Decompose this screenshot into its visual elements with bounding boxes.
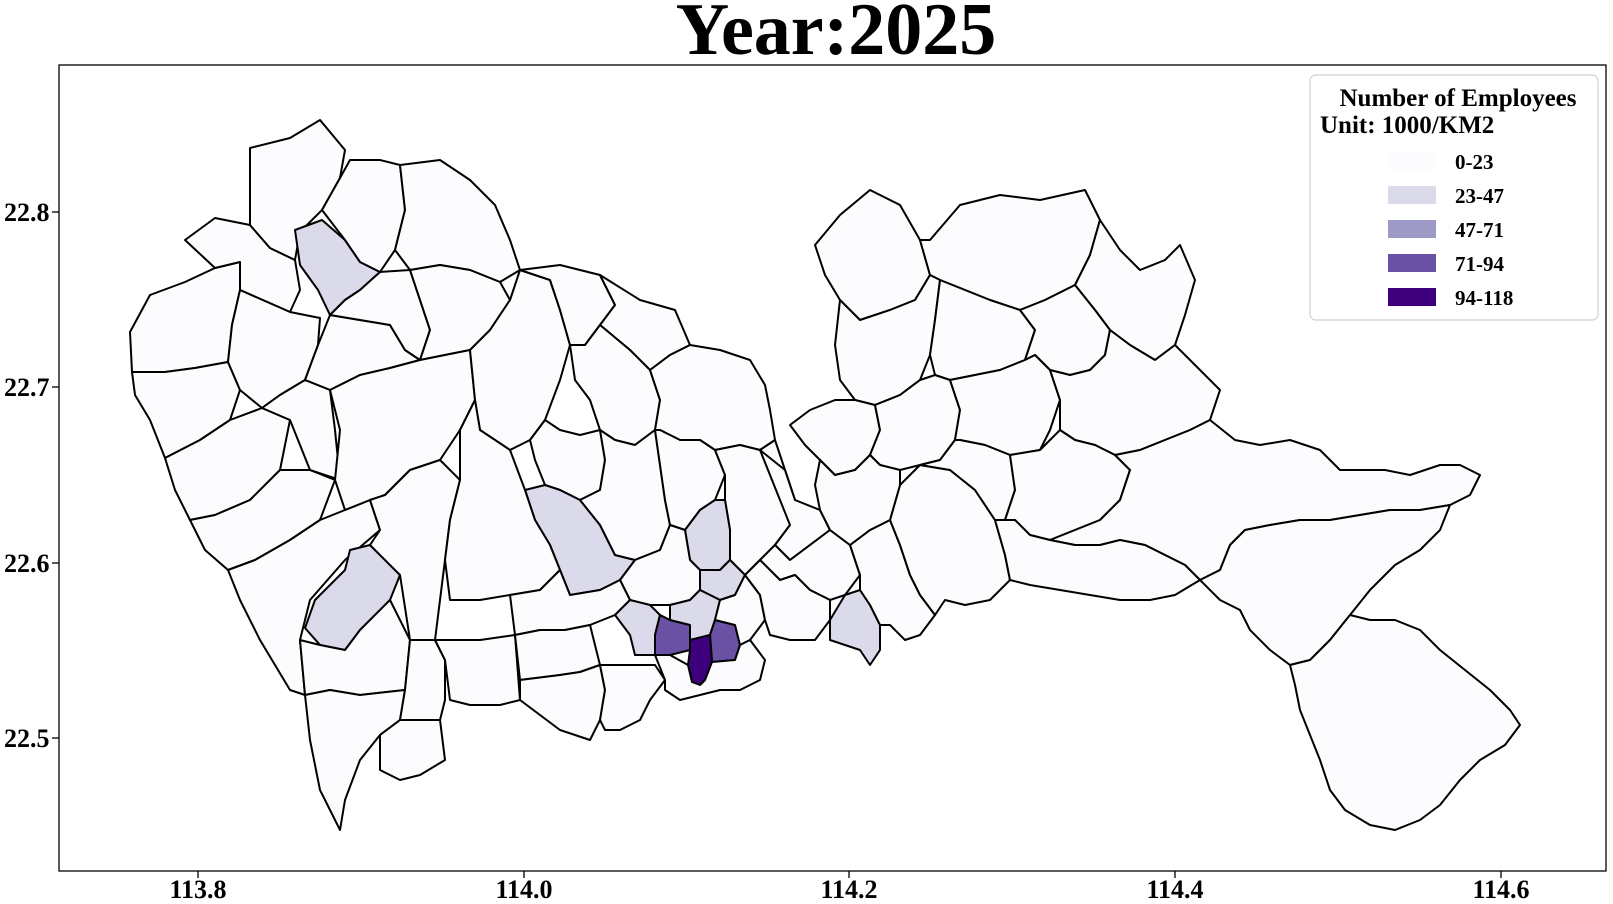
legend-swatch: [1388, 220, 1436, 238]
district-region: [714, 574, 766, 646]
district-region: [1199, 504, 1451, 666]
y-tick-label: 22.5: [4, 724, 50, 753]
x-tick-label: 114.4: [1146, 875, 1203, 904]
district-region: [814, 454, 901, 546]
x-axis: 113.8 114.0 114.2 114.4 114.6: [169, 871, 1530, 904]
legend-subtitle: Unit: 1000/KM2: [1320, 112, 1494, 139]
y-tick-label: 22.8: [4, 198, 50, 227]
district-region: [994, 519, 1201, 601]
legend-swatch: [1388, 288, 1436, 306]
legend-label: 71-94: [1455, 252, 1504, 276]
legend-label: 47-71: [1455, 218, 1504, 242]
y-tick-label: 22.6: [4, 549, 50, 578]
y-axis: 22.8 22.7 22.6 22.5: [4, 198, 59, 753]
legend-label: 23-47: [1455, 184, 1504, 208]
legend: Number of Employees Unit: 1000/KM2 0-23 …: [1309, 74, 1599, 321]
x-tick-label: 114.0: [495, 875, 552, 904]
district-region: [654, 639, 766, 701]
district-region: [379, 719, 446, 781]
district-layer: [129, 119, 1521, 831]
x-tick-label: 114.2: [820, 875, 877, 904]
legend-title: Number of Employees: [1339, 85, 1576, 112]
legend-box: [1309, 74, 1599, 321]
district-region: [599, 664, 666, 731]
legend-swatch: [1388, 152, 1436, 170]
district-region: [189, 469, 336, 571]
district-region: [261, 379, 341, 481]
district-region: [434, 634, 521, 706]
y-tick-label: 22.7: [4, 373, 50, 402]
district-region: [369, 459, 461, 641]
x-tick-label: 114.6: [1472, 875, 1529, 904]
map-title: Year:2025: [676, 0, 997, 71]
district-region: [329, 349, 476, 511]
district-region: [227, 499, 381, 696]
legend-swatch: [1388, 254, 1436, 272]
legend-swatch: [1388, 186, 1436, 204]
district-region: [304, 689, 406, 831]
district-region: [184, 217, 301, 313]
x-tick-label: 113.8: [169, 875, 226, 904]
district-region: [1289, 614, 1521, 831]
legend-label: 94-118: [1455, 286, 1513, 310]
legend-label: 0-23: [1455, 150, 1494, 174]
